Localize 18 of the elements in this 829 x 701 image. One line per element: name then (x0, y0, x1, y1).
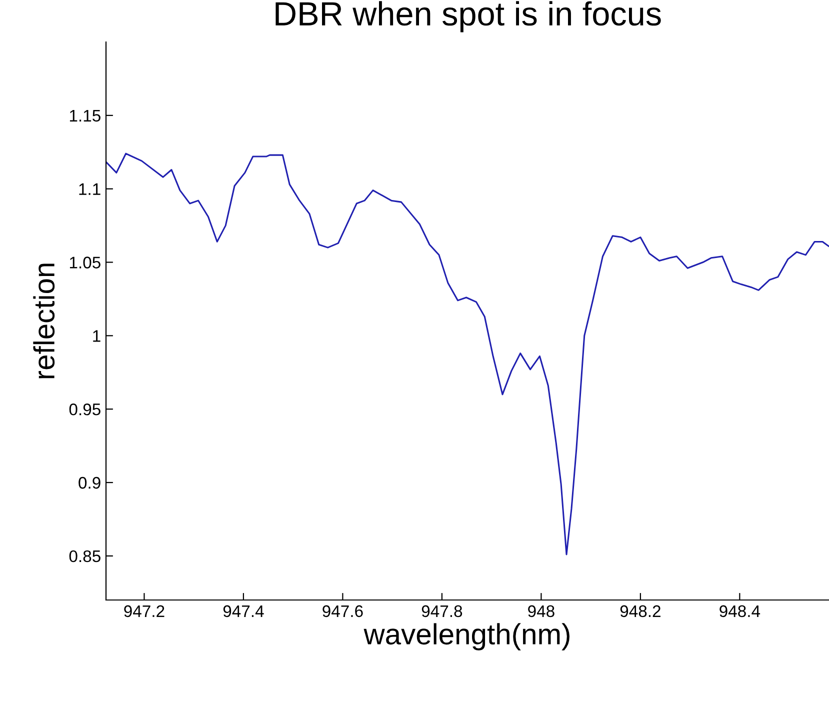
y-tick-label: 1.1 (79, 183, 100, 195)
x-tick-label: 947.4 (223, 605, 264, 618)
x-tick-label: 948.2 (620, 605, 660, 618)
x-axis-title: wavelength(nm) (364, 623, 570, 650)
y-tick-label: 0.9 (78, 476, 100, 489)
y-tick-label: 1.15 (70, 110, 100, 122)
line-series (106, 152, 829, 556)
y-tick-label: 1 (93, 330, 100, 342)
x-tick-label: 947.6 (322, 605, 363, 618)
x-tick-label: 947.2 (124, 605, 164, 618)
y-tick-label: 0.95 (69, 404, 100, 416)
x-tick-label: 947.8 (422, 605, 462, 618)
y-tick-label: 1.05 (70, 256, 100, 268)
y-axis-title: reflection (33, 264, 55, 378)
chart-title: DBR when spot is in focus (276, 1, 661, 32)
x-tick-label: 948.4 (720, 605, 760, 618)
x-tick-label: 948 (528, 605, 554, 618)
y-tick-label: 0.85 (69, 550, 100, 562)
